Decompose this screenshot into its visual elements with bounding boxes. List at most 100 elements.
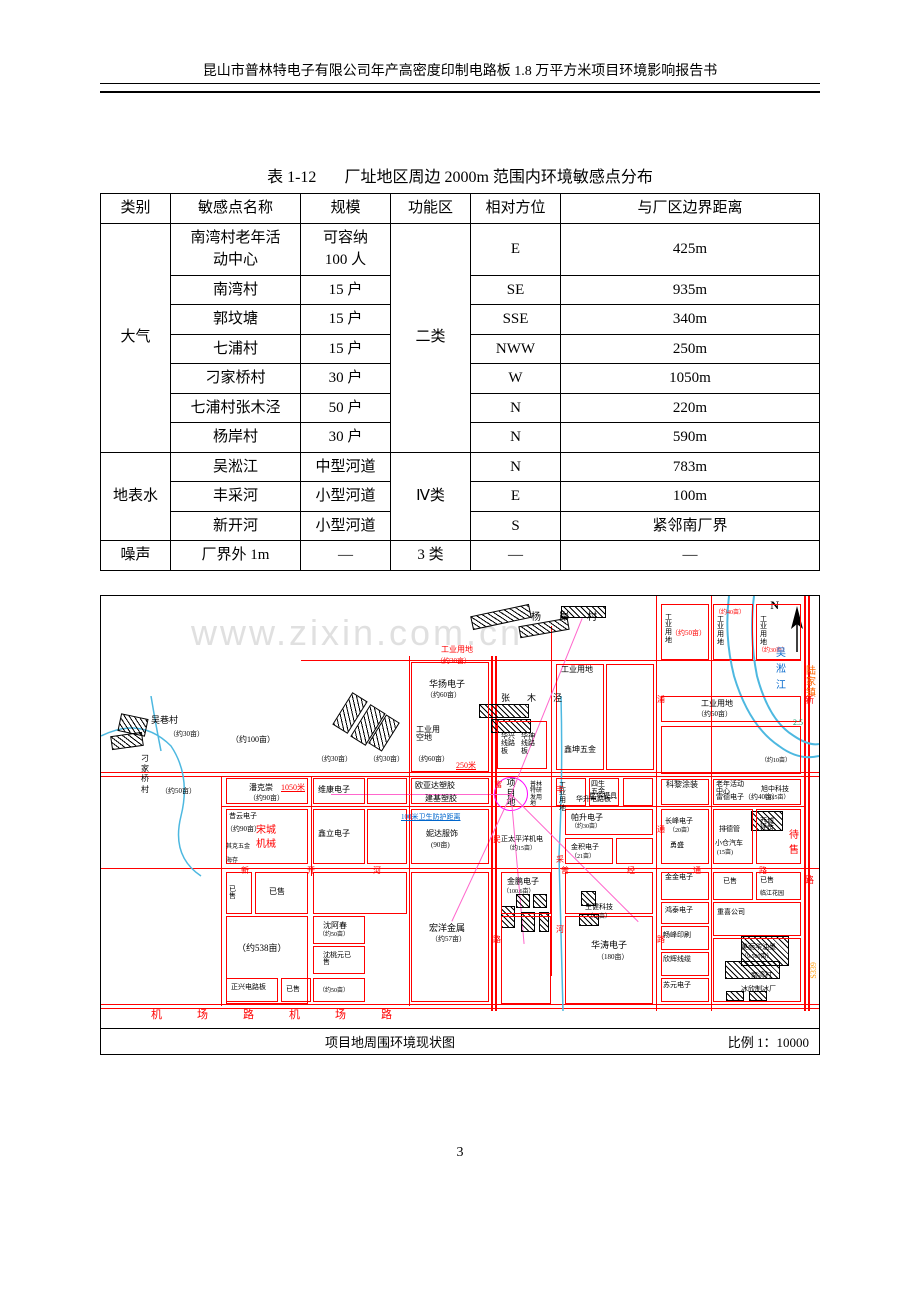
cat-noise: 噪声 xyxy=(101,541,171,571)
lbl: 南湾村 xyxy=(751,972,772,980)
road-xin: 新 开 河 xyxy=(241,867,406,876)
lbl: （约90亩） xyxy=(226,826,261,834)
plot xyxy=(313,872,407,914)
cell: 590m xyxy=(561,423,820,453)
col-name: 敏感点名称 xyxy=(171,194,301,224)
cell: 紧邻南厂界 xyxy=(561,511,820,541)
lbl: （100.6亩） xyxy=(503,889,535,896)
cell: 厂界外 1m xyxy=(171,541,301,571)
lbl: 正兴电路板 xyxy=(231,984,266,992)
cell: 935m xyxy=(561,275,820,305)
lbl: 工业用地 xyxy=(561,666,593,675)
cell: 七浦村张木泾 xyxy=(171,393,301,423)
lbl: 欧亚达塑胶 xyxy=(415,782,455,791)
cell: E xyxy=(471,223,561,275)
lbl: （约30亩） xyxy=(317,756,352,764)
lbl: 工业用地 xyxy=(665,614,675,645)
cell: 15 户 xyxy=(301,305,391,335)
lbl: 金鹏电子 xyxy=(507,878,539,887)
lbl: 刁家桥村 xyxy=(141,754,153,796)
lbl: 昔云电子 xyxy=(229,813,257,821)
document-page: 昆山市普林特电子有限公司年产高密度印制电路板 1.8 万平方米项目环境影响报告书… xyxy=(0,0,920,1201)
road-he: 河 xyxy=(556,926,564,935)
lbl: 2.5 xyxy=(793,719,803,728)
cell: SSE xyxy=(471,305,561,335)
cell: 340m xyxy=(561,305,820,335)
zone-2: 二类 xyxy=(391,223,471,452)
lbl: 鸿泰电子 xyxy=(665,907,693,915)
table-header-row: 类别 敏感点名称 规模 功能区 相对方位 与厂区边界距离 xyxy=(101,194,820,224)
cell: N xyxy=(471,393,561,423)
lbl: 鑫坤五金 xyxy=(564,746,596,755)
lbl: 金积电子 xyxy=(571,844,599,852)
lbl: 苏元电子 xyxy=(663,982,691,990)
road-lu-fumin: 路 xyxy=(493,936,501,945)
road-xin2: 新 xyxy=(805,696,814,706)
road-tong: 通 xyxy=(657,826,665,835)
lbl: （约30亩） xyxy=(369,756,404,764)
page-number: 3 xyxy=(100,1145,820,1161)
lbl: 宏洋金属 xyxy=(429,924,465,934)
lbl: 华升电路板 xyxy=(576,796,611,804)
lbl: 沈阿春 xyxy=(323,922,347,931)
lbl: （约60亩） xyxy=(414,756,449,764)
cell: — xyxy=(561,541,820,571)
cell: 30 户 xyxy=(301,423,391,453)
lbl: （180亩） xyxy=(597,954,629,962)
header-title: 昆山市普林特电子有限公司年产高密度印制电路板 1.8 万平方米项目环境影响报告书 xyxy=(100,60,820,84)
plot xyxy=(713,902,801,936)
lbl: 西域建筑 xyxy=(760,818,778,833)
lbl: 工业用地 xyxy=(760,616,770,647)
cell: — xyxy=(471,541,561,571)
lbl: （约30亩） xyxy=(571,824,601,831)
lbl: 100米卫生防护距离 xyxy=(401,814,461,822)
lbl: 小仓汽车 xyxy=(715,840,743,848)
cell: 小型河道 xyxy=(301,482,391,512)
lbl: （约10亩） xyxy=(761,758,791,765)
lbl: 重喜公司 xyxy=(717,909,745,917)
cell: W xyxy=(471,364,561,394)
lbl: 旭中科技 xyxy=(761,786,789,794)
lbl: 华涛电子 xyxy=(591,941,627,951)
lbl: (90亩) xyxy=(431,842,450,850)
road-v8 xyxy=(311,776,312,876)
road-feng: 丰 xyxy=(556,786,564,795)
lbl: 临江花园 xyxy=(760,891,784,898)
cell: 220m xyxy=(561,393,820,423)
col-direction: 相对方位 xyxy=(471,194,561,224)
lbl: 已售 xyxy=(229,886,239,901)
plot xyxy=(661,726,801,774)
lbl: 勇盛 xyxy=(670,842,684,850)
cell: N xyxy=(471,423,561,453)
table-title-label: 表 1-12 xyxy=(267,169,316,186)
lbl: 待售 xyxy=(789,828,801,858)
page-header: 昆山市普林特电子有限公司年产高密度印制电路板 1.8 万平方米项目环境影响报告书 xyxy=(100,60,820,93)
cell: 可容纳100 人 xyxy=(301,223,391,275)
cell: 30 户 xyxy=(301,364,391,394)
lbl: 已售 xyxy=(269,888,285,897)
table-row: 大气 南湾村老年活动中心 可容纳100 人 二类 E 425m xyxy=(101,223,820,275)
cell: 南湾村 xyxy=(171,275,301,305)
plot xyxy=(616,838,653,864)
plot xyxy=(713,872,753,900)
road-lu3: 路 xyxy=(805,876,814,886)
cell: 吴淞江 xyxy=(171,452,301,482)
road-jichang: 机场路机场路 xyxy=(151,1009,427,1021)
lbl: （约30亩） xyxy=(436,658,471,666)
cell: 小型河道 xyxy=(301,511,391,541)
environment-map: www.zixin.com.cn N xyxy=(100,595,820,1055)
cell: 250m xyxy=(561,334,820,364)
lbl: 欣辉线缆 xyxy=(663,956,691,964)
lbl: 妮达服饰 xyxy=(426,830,458,839)
lbl: （9.500亩） xyxy=(741,954,773,961)
lbl: 已售 xyxy=(723,878,737,886)
lbl: 生健科技 xyxy=(585,904,613,912)
col-distance: 与厂区边界距离 xyxy=(561,194,820,224)
lbl: 潘克崇 xyxy=(249,784,273,793)
plot xyxy=(606,664,654,770)
lbl: （约60亩） xyxy=(426,692,461,700)
cell: 100m xyxy=(561,482,820,512)
col-scale: 规模 xyxy=(301,194,391,224)
cell: 丰采河 xyxy=(171,482,301,512)
lbl: (15亩) xyxy=(717,850,733,857)
